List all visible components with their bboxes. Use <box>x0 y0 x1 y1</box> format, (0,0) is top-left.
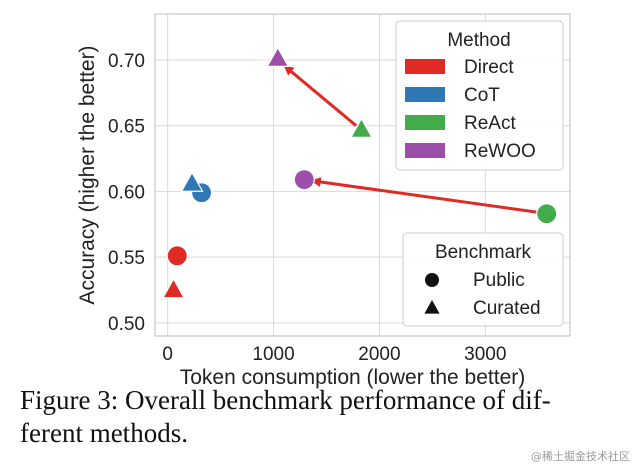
legend-benchmark: Benchmark Public Curated <box>402 232 564 327</box>
legend-label-curated: Curated <box>473 298 541 319</box>
legend-swatch-react <box>405 115 445 130</box>
legend-method-box <box>395 20 564 171</box>
legend-marker-curated <box>424 300 440 314</box>
legend-label-public: Public <box>473 270 525 291</box>
y-tick-label: 0.65 <box>108 117 145 138</box>
point-react-public <box>536 203 558 225</box>
arrow <box>310 177 540 214</box>
legend-method: Method Direct CoT ReAct ReWOO <box>395 20 564 171</box>
point-rewoo-public <box>293 169 315 191</box>
y-axis-label: Accuracy (higher the better) <box>76 45 99 304</box>
point-react-curated <box>349 117 373 138</box>
y-tick-label: 0.55 <box>108 248 145 269</box>
legend-swatch-rewoo <box>405 143 445 158</box>
legend-label-react: ReAct <box>464 113 516 134</box>
y-tick-label: 0.60 <box>108 182 145 203</box>
watermark: @稀土掘金技术社区 <box>531 450 630 463</box>
point-direct-curated <box>162 277 185 299</box>
legend-swatch-cot <box>405 87 445 102</box>
legend-benchmark-title: Benchmark <box>435 242 532 263</box>
x-tick-label: 0 <box>162 344 173 365</box>
legend-marker-public <box>425 273 439 287</box>
point-rewoo-curated <box>266 46 290 67</box>
legend-swatch-direct <box>405 59 445 74</box>
legend-label-rewoo: ReWOO <box>464 141 536 162</box>
y-tick-label: 0.50 <box>108 314 145 335</box>
plot-frame <box>154 13 571 337</box>
figure-caption: Figure 3: Overall benchmark performance … <box>20 384 630 450</box>
legend-benchmark-box <box>402 232 564 327</box>
x-tick-label: 3000 <box>464 344 506 365</box>
x-tick-label: 2000 <box>358 344 400 365</box>
caption-line-2: ferent methods. <box>20 418 188 448</box>
legend-method-title: Method <box>447 30 510 51</box>
x-tick-label: 1000 <box>252 344 294 365</box>
point-cot-curated <box>180 171 204 192</box>
point-direct-public <box>166 245 188 267</box>
y-tick-label: 0.70 <box>108 51 145 72</box>
x-axis-label: Token consumption (lower the better) <box>180 366 526 389</box>
arrow <box>283 65 358 127</box>
caption-line-1: Figure 3: Overall benchmark performance … <box>20 385 551 415</box>
legend-label-direct: Direct <box>464 57 514 78</box>
legend-label-cot: CoT <box>464 85 500 106</box>
scatter-chart: 0 1000 2000 3000 0.50 0.55 0.60 0.65 0.70 Token c… <box>76 13 571 389</box>
